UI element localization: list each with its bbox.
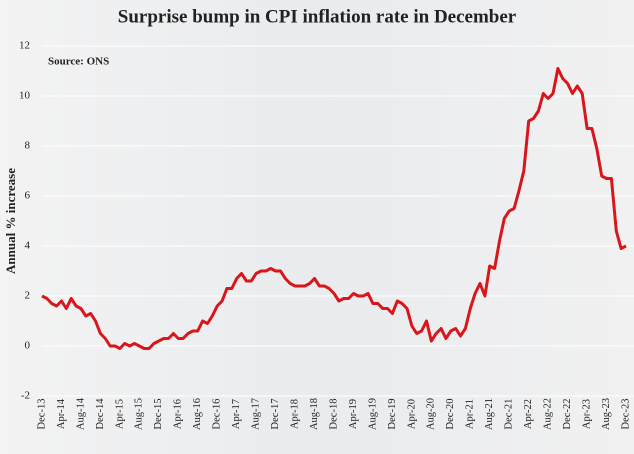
x-tick-label: Dec-22 — [562, 399, 573, 430]
y-tick-label: 10 — [19, 90, 31, 102]
x-tick-label: Apr-21 — [465, 399, 476, 429]
y-tick-label: 2 — [25, 290, 31, 302]
x-tick-label: Dec-19 — [387, 399, 398, 430]
cpi-line — [41, 67, 627, 350]
x-tick-label: Dec-16 — [212, 399, 223, 430]
x-tick-label: Apr-15 — [114, 399, 125, 429]
x-tick-label: Apr-20 — [406, 399, 417, 429]
x-tick-label: Aug-17 — [251, 398, 262, 430]
x-tick-label: Apr-18 — [289, 399, 300, 429]
x-tick-label: Aug-15 — [134, 398, 145, 430]
x-tick-label: Apr-23 — [581, 399, 592, 429]
y-tick-label: -2 — [21, 390, 30, 402]
x-tick-label: Dec-20 — [445, 399, 456, 430]
x-tick-label: Apr-22 — [523, 399, 534, 429]
y-tick-label: 8 — [25, 140, 31, 152]
x-tick-label: Dec-23 — [620, 399, 631, 430]
x-tick-label: Dec-13 — [36, 399, 47, 430]
x-tick-label: Aug-21 — [484, 398, 495, 430]
x-tick-label: Aug-16 — [192, 398, 203, 430]
x-tick-label: Dec-18 — [328, 399, 339, 430]
y-tick-label: 0 — [25, 340, 31, 352]
x-tick-label: Apr-14 — [56, 398, 67, 429]
x-tick-label: Apr-19 — [348, 399, 359, 429]
x-tick-label: Apr-16 — [173, 399, 184, 429]
x-tick-label: Aug-23 — [601, 398, 612, 430]
x-tick-label: Apr-17 — [231, 399, 242, 429]
x-tick-label: Dec-14 — [95, 398, 106, 430]
source-note: Source: ONS — [48, 56, 109, 68]
y-tick-label: 6 — [25, 190, 31, 202]
x-tick-label: Aug-20 — [426, 398, 437, 430]
x-tick-label: Dec-17 — [270, 399, 281, 430]
y-axis-label: Annual % increase — [3, 168, 18, 274]
x-tick-label: Dec-15 — [153, 399, 164, 430]
x-tick-label: Aug-22 — [543, 398, 554, 430]
y-tick-label: 12 — [19, 40, 30, 52]
x-tick-label: Aug-19 — [367, 398, 378, 430]
x-tick-label: Dec-21 — [504, 399, 515, 430]
x-tick-label: Aug-18 — [309, 398, 320, 430]
x-tick-label: Aug-14 — [75, 397, 86, 430]
chart-title: Surprise bump in CPI inflation rate in D… — [118, 6, 517, 27]
y-tick-label: 4 — [25, 240, 31, 252]
